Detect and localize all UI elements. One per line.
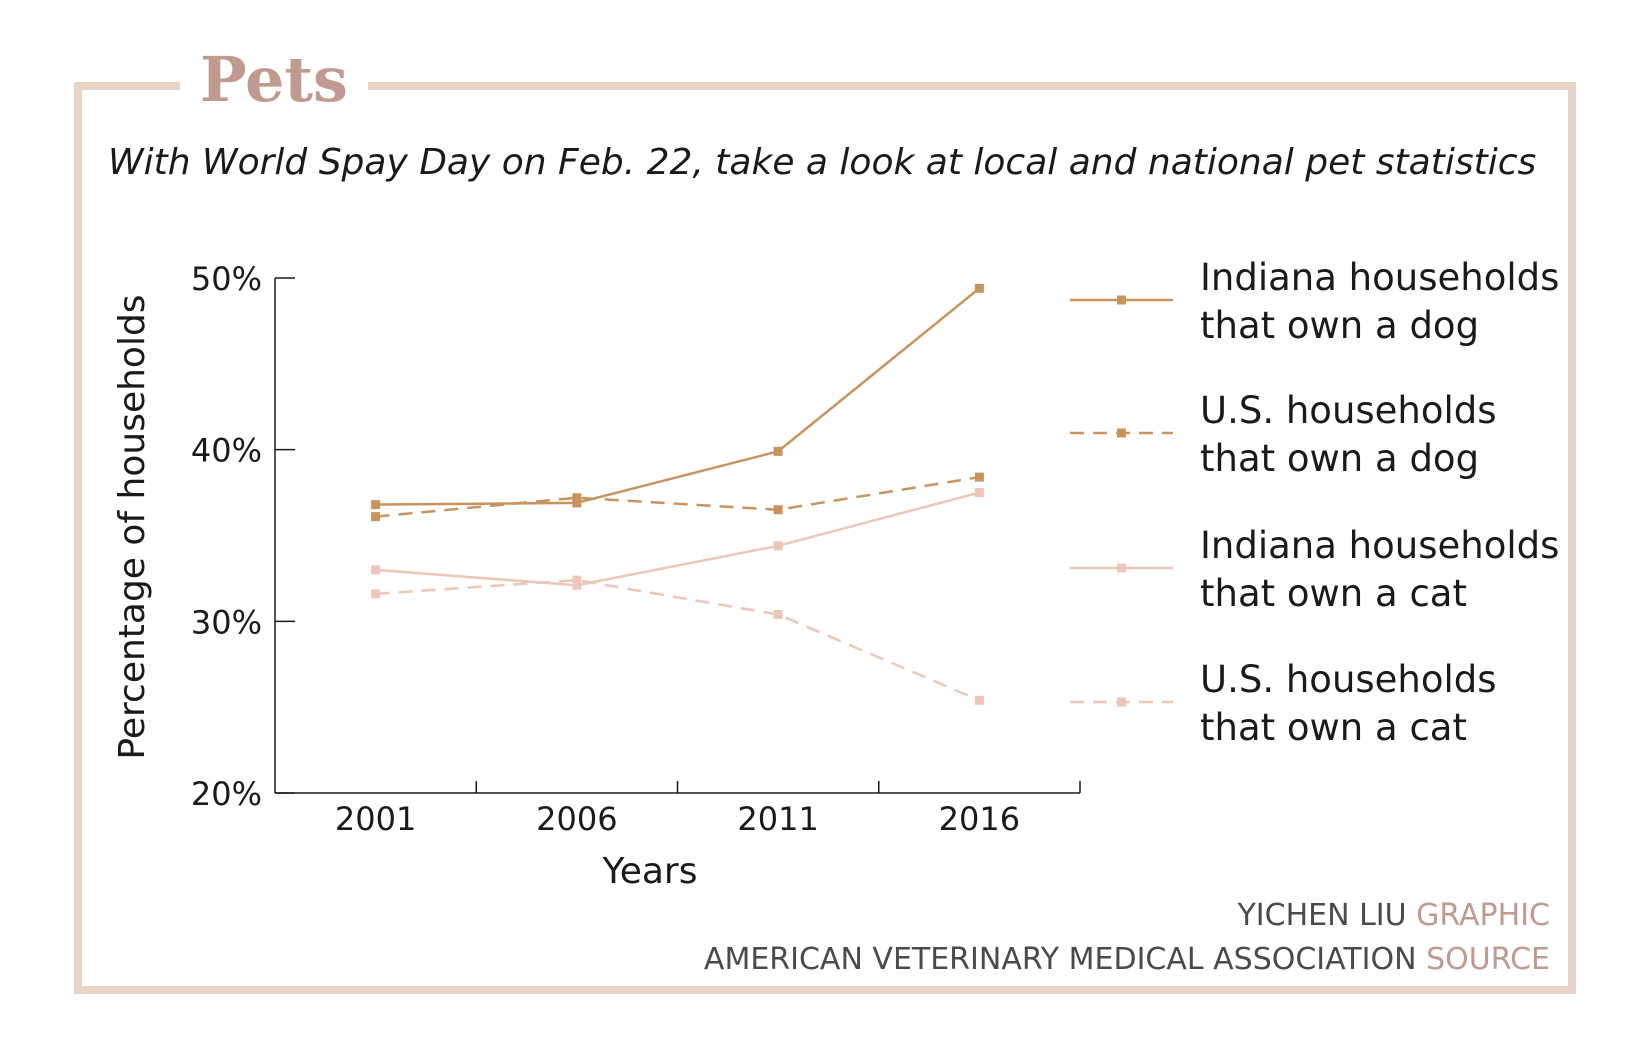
series-4 [371,575,984,705]
x-tick-label: 2001 [335,800,416,838]
legend-label: that own a dog [1200,304,1479,347]
source-name: AMERICAN VETERINARY MEDICAL ASSOCIATION [703,942,1417,977]
source-credit: AMERICAN VETERINARY MEDICAL ASSOCIATION … [704,940,1550,980]
legend-item: Indiana households that own a cat [1070,524,1559,615]
data-point [371,512,381,522]
author-credit: YICHEN LIU GRAPHIC [1237,896,1550,936]
series-3 [371,488,984,590]
legend-label: U.S. households [1200,658,1497,701]
legend-label: U.S. households [1200,389,1497,432]
data-point [572,580,582,590]
data-point [974,488,984,498]
legend-label: Indiana households [1200,256,1559,299]
data-point [572,575,582,585]
y-axis-title: Percentage of households [112,294,153,759]
legend-label: that own a cat [1200,706,1467,749]
data-point [974,472,984,482]
series-line [375,475,980,518]
data-point [974,283,984,293]
legend-item: U.S. households that own a dog [1070,389,1497,480]
author-tag: GRAPHIC [1416,898,1550,933]
chart-axes: 20% 30% 40% 50% 2001 2006 2011 2016 [191,260,1081,838]
legend-item: U.S. households that own a cat [1070,658,1497,749]
y-tick-label: 50% [191,260,262,298]
data-point [371,565,381,575]
series-line [375,287,981,506]
data-point [773,609,783,619]
legend-item: Indiana households that own a dog [1070,256,1559,347]
series-line [375,491,980,587]
source-tag: SOURCE [1426,942,1550,977]
legend-marker [1117,295,1126,305]
author-name: YICHEN LIU [1237,898,1407,933]
x-axis-title: Years [602,851,698,892]
y-tick-label: 20% [191,775,262,813]
x-tick-label: 2016 [939,800,1020,838]
series-2 [371,472,984,522]
data-point [773,446,783,456]
data-point [371,500,381,510]
legend-marker [1117,697,1126,707]
chart-subtitle: With World Spay Day on Feb. 22, take a l… [108,142,1537,183]
series-layer [371,283,984,705]
series-1 [371,283,984,510]
data-point [371,589,381,599]
data-point [773,505,783,515]
legend-label: that own a dog [1200,437,1479,480]
legend-marker [1117,428,1126,438]
x-tick-label: 2011 [737,800,818,838]
data-point [572,493,582,503]
x-tick-label: 2006 [536,800,617,838]
legend-marker [1117,563,1126,573]
data-point [773,541,783,551]
legend-label: that own a cat [1200,572,1467,615]
y-tick-label: 40% [191,432,262,470]
y-tick-label: 30% [191,603,262,641]
chart-frame [74,82,1576,994]
data-point [572,498,582,508]
data-point [974,695,984,705]
chart-title: Pets [180,40,368,120]
series-line [375,578,980,702]
legend-label: Indiana households [1200,524,1559,567]
